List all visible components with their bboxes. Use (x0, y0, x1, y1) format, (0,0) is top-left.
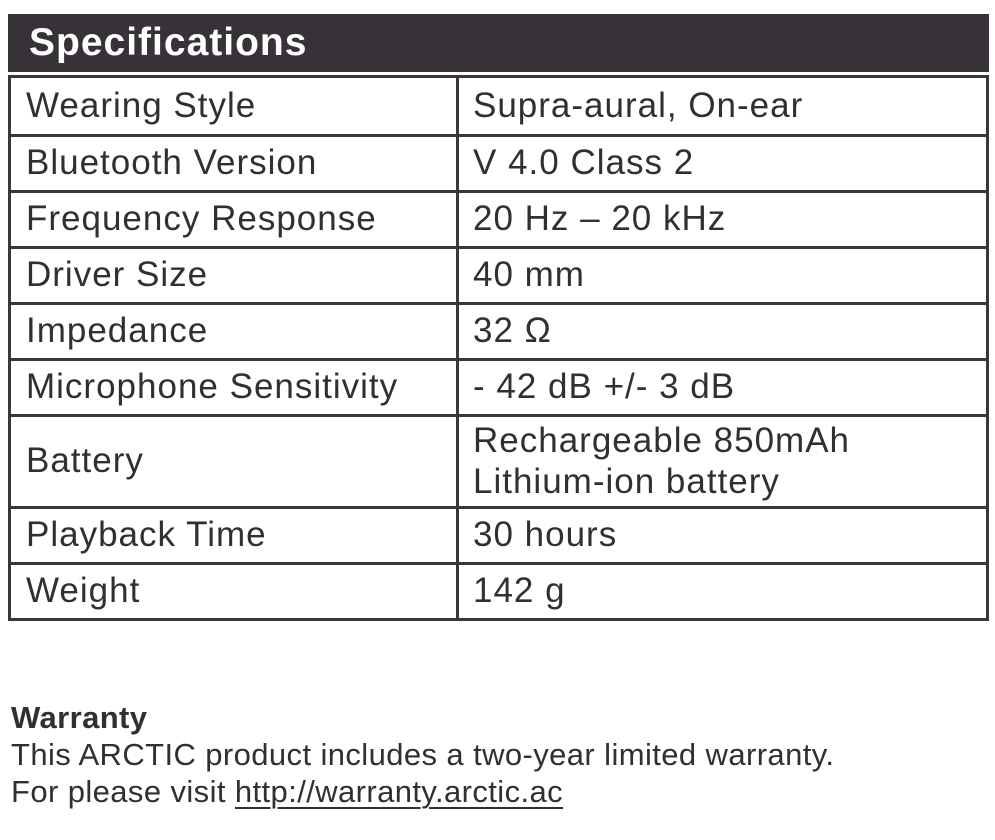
table-row: Driver Size 40 mm (11, 246, 986, 302)
warranty-heading: Warranty (11, 700, 148, 735)
spec-value-cell: V 4.0 Class 2 (473, 143, 695, 183)
spec-label-cell: Frequency Response (11, 193, 459, 246)
table-row: Impedance 32 Ω (11, 302, 986, 358)
warranty-section: Warranty This ARCTIC product includes a … (11, 699, 989, 810)
spec-value-cell: 20 Hz – 20 kHz (473, 199, 727, 239)
specifications-title-bar: Specifications (8, 14, 989, 72)
spec-document: Specifications Wearing Style Supra-aural… (8, 14, 989, 810)
warranty-line-2: For please visit http://warranty.arctic.… (11, 773, 989, 810)
table-row: Battery Rechargeable 850mAh Lithium-ion … (11, 414, 986, 506)
table-row: Playback Time 30 hours (11, 506, 986, 562)
warranty-link[interactable]: http://warranty.arctic.ac (234, 774, 564, 809)
spec-label-cell: Bluetooth Version (11, 137, 459, 190)
spec-value-cell: 142 g (473, 571, 566, 611)
spec-value-cell: Supra-aural, On-ear (473, 85, 804, 125)
table-row: Frequency Response 20 Hz – 20 kHz (11, 190, 986, 246)
spec-value-cell: 30 hours (473, 515, 618, 555)
table-row: Weight 142 g (11, 562, 986, 618)
spec-value-cell: Rechargeable 850mAh Lithium-ion battery (473, 421, 851, 501)
spec-label-cell: Driver Size (11, 249, 459, 302)
specifications-table: Wearing Style Supra-aural, On-ear Blueto… (8, 75, 989, 621)
table-row: Bluetooth Version V 4.0 Class 2 (11, 134, 986, 190)
spec-label-cell: Weight (11, 565, 459, 618)
warranty-line-1: This ARCTIC product includes a two-year … (11, 737, 835, 772)
spec-label-cell: Impedance (11, 305, 459, 358)
spec-value-cell: 32 Ω (473, 311, 552, 351)
spec-label-cell: Wearing Style (11, 78, 459, 134)
spec-value-cell: - 42 dB +/- 3 dB (473, 367, 736, 407)
spec-label-cell: Battery (11, 417, 459, 506)
spec-label-cell: Microphone Sensitivity (11, 361, 459, 414)
warranty-line-2-prefix: For please visit (11, 774, 235, 809)
table-row: Wearing Style Supra-aural, On-ear (11, 78, 986, 134)
specifications-title: Specifications (29, 21, 308, 64)
table-row: Microphone Sensitivity - 42 dB +/- 3 dB (11, 358, 986, 414)
spec-label-cell: Playback Time (11, 509, 459, 562)
spec-value-cell: 40 mm (473, 255, 585, 295)
